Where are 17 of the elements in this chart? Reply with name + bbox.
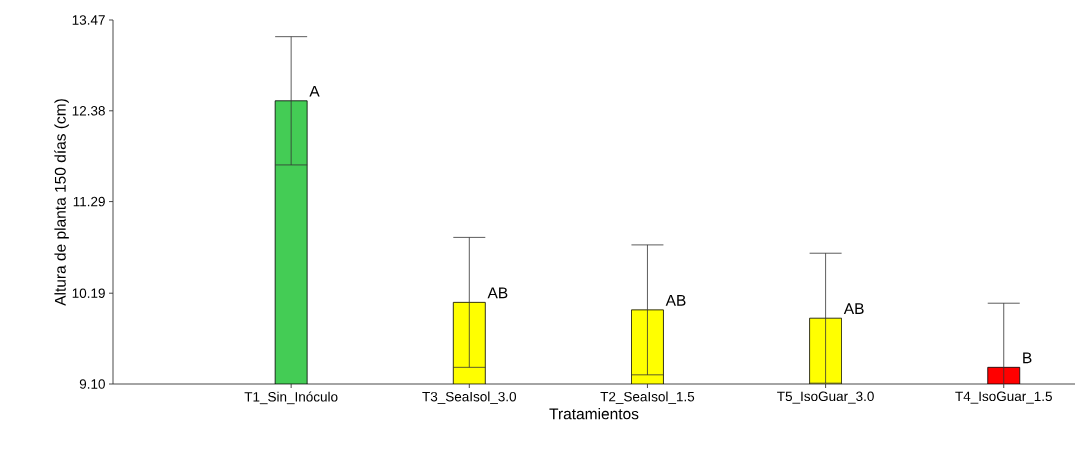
y-tick-label: 9.10 (79, 379, 105, 389)
x-tick-label: T1_Sin_Inóculo (244, 391, 338, 405)
annotation: AB (843, 303, 864, 314)
annotation: AB (487, 287, 508, 299)
y-tick-label: 12.38 (72, 106, 105, 116)
y-tick-label: 10.19 (72, 288, 105, 298)
y-tick-label: 11.29 (73, 196, 105, 207)
x-tick-label: T3_SeaIsol_3.0 (422, 391, 517, 404)
annotation: B (1023, 352, 1032, 364)
x-tick-label: T2_SeaIsol_1.5 (600, 391, 695, 404)
annotation: AB (665, 295, 686, 306)
annotation: A (309, 85, 320, 97)
y-tick-label: 13.47 (72, 15, 105, 25)
x-tick-label: T4_IsoGuar_1.5 (955, 391, 1052, 404)
x-tick-label: T5_IsoGuar_3.0 (777, 391, 874, 404)
y-axis-title: Altura de planta 150 días (cm) (54, 99, 69, 306)
x-axis-title: Tratamientos (549, 407, 639, 420)
